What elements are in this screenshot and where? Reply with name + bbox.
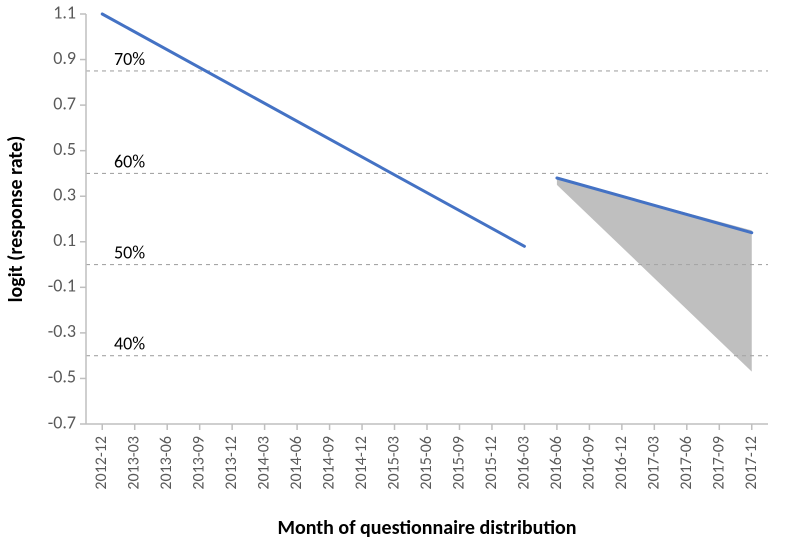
x-tick-label: 2014-06 <box>287 436 306 490</box>
x-tick-label: 2015-09 <box>449 436 468 490</box>
y-axis-title: logit (response rate) <box>4 136 28 303</box>
x-tick-label: 2014-09 <box>320 436 339 490</box>
x-tick-label: 2017-09 <box>709 436 728 490</box>
x-tick-label: 2012-12 <box>92 436 111 490</box>
y-tick-label: -0.5 <box>48 366 76 388</box>
x-tick-label: 2014-12 <box>352 436 371 490</box>
y-tick-label: 0.1 <box>53 229 76 251</box>
x-tick-label: 2016-09 <box>579 436 598 490</box>
x-tick-label: 2017-03 <box>644 436 663 490</box>
x-tick-label: 2014-03 <box>255 436 274 490</box>
chart-svg: 70% 60% 50% 40% -0.7 -0.5 -0.3 -0.1 0.1 0.3 0.5 0.7… <box>0 0 787 548</box>
y-tick-label: -0.7 <box>48 411 76 433</box>
y-tick-label: 0.7 <box>53 92 76 114</box>
y-tick-label: 0.3 <box>53 184 76 206</box>
y-tick-label: 1.1 <box>53 1 76 23</box>
x-tick-label: 2016-03 <box>514 436 533 490</box>
x-tick-label: 2016-12 <box>612 436 631 490</box>
reference-label: 60% <box>114 150 145 172</box>
logit-response-chart: 70% 60% 50% 40% -0.7 -0.5 -0.3 -0.1 0.1 0.3 0.5 0.7… <box>0 0 787 548</box>
y-tick-label: 0.5 <box>53 138 76 160</box>
x-tick-label: 2013-09 <box>190 436 209 490</box>
x-tick-label: 2015-03 <box>385 436 404 490</box>
reference-label: 40% <box>114 333 145 355</box>
x-tick-label: 2017-06 <box>677 436 696 490</box>
x-tick-label: 2013-12 <box>222 436 241 490</box>
y-tick-label: 0.9 <box>53 47 76 69</box>
y-tick-label: -0.1 <box>48 275 76 297</box>
reference-label: 50% <box>114 242 145 264</box>
x-tick-label: 2013-06 <box>157 436 176 490</box>
x-tick-label: 2016-06 <box>547 436 566 490</box>
y-tick-label: -0.3 <box>48 320 76 342</box>
reference-label: 70% <box>114 48 145 70</box>
x-tick-label: 2015-12 <box>482 436 501 490</box>
x-tick-label: 2015-06 <box>417 436 436 490</box>
x-tick-label: 2017-12 <box>742 436 761 490</box>
x-tick-label: 2013-03 <box>125 436 144 490</box>
x-axis-title: Month of questionnaire distribution <box>277 516 576 540</box>
